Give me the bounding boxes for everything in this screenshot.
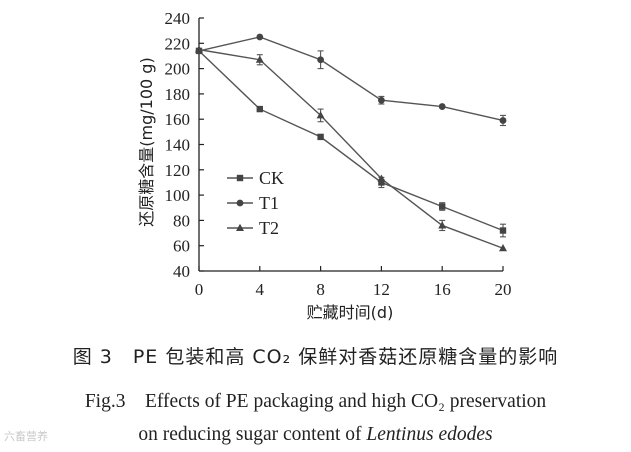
series-line-t1 — [198, 36, 504, 122]
data-point-t2 — [499, 244, 507, 252]
data-point-t2 — [195, 45, 203, 53]
data-point-t1 — [317, 56, 324, 64]
data-point-ck — [439, 203, 446, 210]
figure-caption-english-line2: on reducing sugar content of Lentinus ed… — [0, 424, 631, 446]
data-point-ck — [499, 227, 507, 234]
species-name: Lentinus edodes — [366, 424, 493, 445]
y-tick-label: 220 — [165, 34, 191, 53]
y-tick-label: 160 — [165, 110, 191, 129]
data-point-t2 — [316, 111, 325, 119]
x-tick-label: 16 — [434, 280, 451, 299]
legend-marker-ck — [236, 174, 244, 182]
x-axis-title: 贮藏时间(d) — [307, 303, 394, 322]
series-line-ck — [198, 50, 504, 232]
y-tick-label: 60 — [173, 237, 190, 256]
x-tick-label: 8 — [316, 280, 325, 299]
x-tick-label: 20 — [495, 280, 512, 299]
legend-marker-t2 — [236, 223, 244, 231]
chart-series — [195, 33, 507, 252]
y-tick-label: 120 — [165, 161, 191, 180]
chart-axes: 40 60 80 100 120 140 160 180 200 220 240 0 4 8 12 16 20 — [165, 9, 512, 299]
data-point-ck — [378, 179, 385, 186]
figure-caption-english-line1: Fig.3 Effects of PE packaging and high C… — [84, 391, 547, 412]
y-axis-title: 还原糖含量(mg/100 g) — [137, 57, 156, 226]
data-point-t1 — [438, 103, 446, 110]
x-tick-label: 12 — [373, 280, 390, 299]
legend-label-t1: T1 — [259, 193, 279, 213]
series-t2 — [195, 45, 507, 252]
legend-item-t2: T2 — [227, 218, 279, 238]
legend-item-ck: CK — [227, 168, 284, 188]
y-tick-label: 200 — [165, 60, 191, 79]
legend-label-t2: T2 — [259, 218, 279, 238]
y-tick-label: 40 — [173, 262, 190, 281]
figure-caption-chinese: 图 3 PE 包装和高 CO₂ 保鲜对香菇还原糖含量的影响 — [72, 346, 559, 368]
legend-item-t1: T1 — [227, 193, 279, 213]
legend-label-ck: CK — [259, 168, 284, 188]
caption-text: on reducing sugar content of — [138, 424, 367, 445]
x-tick-label: 4 — [256, 280, 265, 299]
y-tick-label: 140 — [165, 136, 191, 155]
y-tick-label: 180 — [165, 85, 191, 104]
data-point-t2 — [377, 174, 386, 182]
series-t1 — [195, 33, 507, 127]
y-tick-label: 240 — [165, 9, 191, 28]
y-tick-label: 80 — [173, 211, 190, 230]
series-line-t2 — [198, 48, 504, 249]
data-point-t1 — [378, 96, 385, 104]
y-tick-label: 100 — [165, 186, 191, 205]
chart-legend: CK T1 T2 — [227, 168, 284, 238]
x-tick-label: 0 — [195, 280, 204, 299]
data-point-t2 — [255, 55, 264, 63]
legend-marker-t1 — [236, 199, 244, 207]
data-point-ck — [256, 105, 263, 113]
data-point-t2 — [438, 221, 447, 229]
data-point-t1 — [499, 117, 507, 124]
watermark: 六畜营养 — [4, 430, 48, 443]
data-point-ck — [317, 133, 324, 141]
series-ck — [195, 47, 507, 238]
data-point-t1 — [256, 33, 264, 41]
